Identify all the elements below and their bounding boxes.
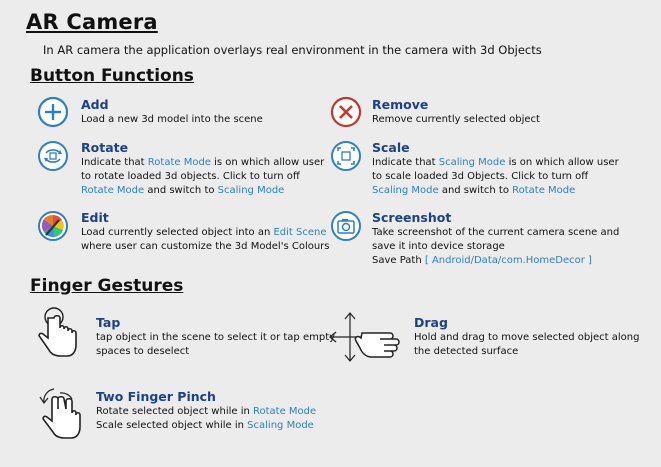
page-title: AR Camera [26,10,158,34]
rotate-icon[interactable] [37,140,69,172]
pinch-hand-icon [34,383,96,441]
intro-text: In AR camera the application overlays re… [43,43,542,57]
rotate-title: Rotate [81,140,129,155]
finger-gestures-heading: Finger Gestures [30,276,184,296]
scale-title: Scale [372,140,410,155]
rotate-description: Indicate that Rotate Mode is on which al… [81,157,325,196]
scale-description: Indicate that Scaling Mode is on which a… [372,157,619,196]
drag-title: Drag [414,315,448,330]
pinch-description: Rotate selected object while in Rotate M… [96,406,317,431]
tap-description: tap object in the scene to select it or … [96,332,336,357]
screenshot-title: Screenshot [372,210,452,225]
drag-description: Hold and drag to move selected object al… [414,332,640,357]
scale-icon[interactable] [330,140,362,172]
screenshot-description: Take screenshot of the current camera sc… [372,227,620,266]
tap-title: Tap [96,315,121,330]
edit-title: Edit [81,210,109,225]
drag-hand-icon [328,311,408,367]
add-description: Load a new 3d model into the scene [81,114,263,125]
button-functions-heading: Button Functions [30,66,194,86]
add-title: Add [81,97,109,112]
remove-title: Remove [372,97,429,112]
edit-description: Load currently selected object into an E… [81,227,330,252]
palette-icon[interactable] [37,210,69,242]
close-circle-icon[interactable] [330,96,362,128]
remove-description: Remove currently selected object [372,114,540,125]
pinch-title: Two Finger Pinch [96,389,216,404]
camera-icon[interactable] [330,210,362,242]
tap-hand-icon [38,306,84,362]
add-icon[interactable] [37,96,69,128]
